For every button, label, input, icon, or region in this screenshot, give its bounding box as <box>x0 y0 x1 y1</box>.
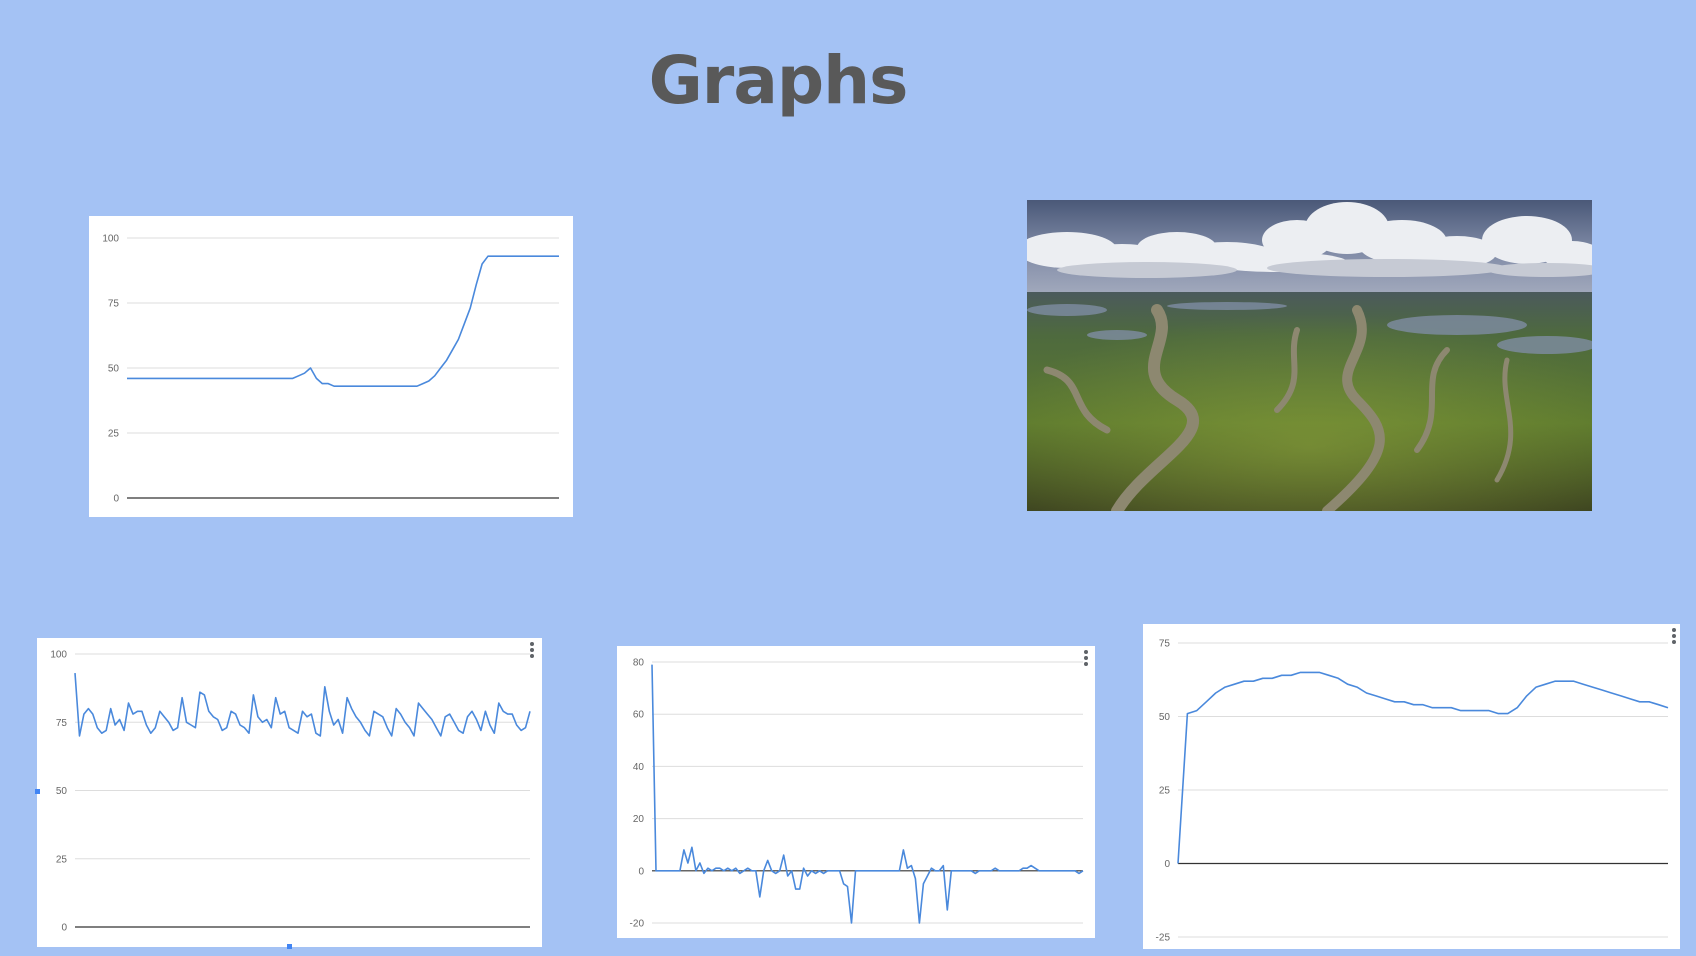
chart-2[interactable]: 0 25 50 75 100 <box>35 638 542 949</box>
y-tick-label: 0 <box>113 494 119 505</box>
y-tick-label: 60 <box>633 710 645 721</box>
y-tick-label: 0 <box>1164 859 1170 870</box>
resize-handle-bottom[interactable] <box>287 944 292 949</box>
y-tick-label: 40 <box>633 762 645 773</box>
y-tick-label: -25 <box>1156 933 1171 944</box>
y-tick-label: 75 <box>56 718 68 729</box>
y-tick-label: 25 <box>1159 786 1171 797</box>
series-line <box>127 255 559 387</box>
chart-3-plot: -20 0 20 40 60 80 <box>630 658 1084 930</box>
y-tick-label: 0 <box>61 923 67 934</box>
y-tick-label: 25 <box>108 429 120 440</box>
series-line <box>1177 671 1669 864</box>
y-tick-label: 100 <box>102 234 119 245</box>
y-tick-label: 0 <box>638 866 644 877</box>
y-tick-label: 50 <box>1159 712 1171 723</box>
chart-1-plot: 0 25 50 75 100 <box>102 234 559 505</box>
chart-4-plot: -25 0 25 50 75 <box>1156 639 1669 944</box>
slide-title: Graphs <box>648 42 909 119</box>
series-line <box>651 664 1084 924</box>
y-tick-label: 100 <box>50 650 67 661</box>
series-line <box>74 673 531 737</box>
y-tick-label: 75 <box>1159 639 1171 650</box>
y-tick-label: 20 <box>633 814 645 825</box>
chart-4-menu-icon[interactable] <box>1672 628 1676 646</box>
chart-1[interactable]: 0 25 50 75 100 <box>89 216 573 517</box>
chart-3-menu-icon[interactable] <box>1084 650 1088 668</box>
y-tick-label: 50 <box>56 786 68 797</box>
y-tick-label: 80 <box>633 658 645 669</box>
y-tick-label: -20 <box>630 919 645 930</box>
chart-4[interactable]: -25 0 25 50 75 <box>1143 624 1680 949</box>
chart-2-menu-icon[interactable] <box>530 642 534 660</box>
chart-3[interactable]: -20 0 20 40 60 80 <box>617 646 1095 938</box>
y-tick-label: 25 <box>56 854 68 865</box>
y-tick-label: 75 <box>108 299 120 310</box>
aerial-wetland-photo <box>1027 200 1592 511</box>
y-tick-label: 50 <box>108 364 120 375</box>
chart-2-plot: 0 25 50 75 100 <box>50 650 531 934</box>
resize-handle-left[interactable] <box>35 789 40 794</box>
